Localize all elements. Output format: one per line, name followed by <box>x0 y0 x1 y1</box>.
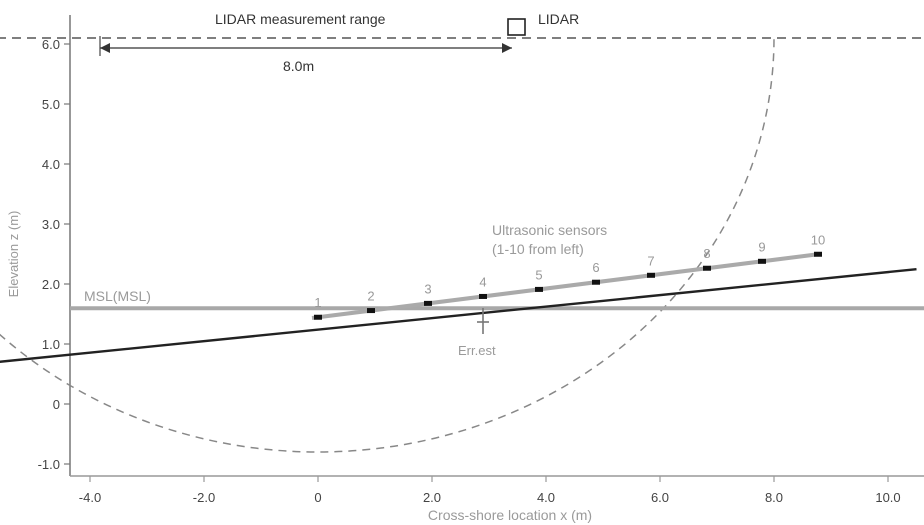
y-tick-label: 2.0 <box>42 277 60 292</box>
y-tick-label: 5.0 <box>42 97 60 112</box>
error-label: Err.est <box>458 343 496 358</box>
beach-profile-line <box>0 268 917 363</box>
sensor-marker <box>314 314 322 320</box>
x-tick-label: 0 <box>314 490 321 505</box>
sensor-label: 7 <box>647 253 654 268</box>
geometry <box>0 18 924 453</box>
x-tick-label: 4.0 <box>537 490 555 505</box>
sensor-marker <box>647 272 655 278</box>
ultrasonic-label-line2: (1-10 from left) <box>492 241 584 257</box>
sensor-marker <box>367 308 375 314</box>
sensor-marker <box>814 251 822 257</box>
axes: -1.0 0 1.0 2.0 3.0 4.0 5.0 6.0 -4.0 -2.0 0 2.0 4.0 6.… <box>38 15 924 505</box>
sensor-label: 10 <box>811 232 825 247</box>
sensor-label: 5 <box>535 267 542 282</box>
arrow-head-left <box>100 43 110 53</box>
y-tick-label: 6.0 <box>42 37 60 52</box>
lidar-range-label: LIDAR measurement range <box>215 11 386 27</box>
x-tick-label: 2.0 <box>423 490 441 505</box>
lidar-label: LIDAR <box>538 11 579 27</box>
msl-label: MSL(MSL) <box>84 288 151 304</box>
sensor-label: 9 <box>758 239 765 254</box>
x-tick-label: 8.0 <box>765 490 783 505</box>
sensor-label: 6 <box>592 260 599 275</box>
y-tick-label: -1.0 <box>38 457 60 472</box>
x-tick-label: 10.0 <box>875 490 900 505</box>
lidar-range-arc <box>0 37 775 453</box>
y-tick-label: 3.0 <box>42 217 60 232</box>
y-tick-label: 1.0 <box>42 337 60 352</box>
y-axis-label: Elevation z (m) <box>6 211 21 298</box>
sensor-label: 4 <box>479 274 486 289</box>
sensor-marker <box>424 300 432 306</box>
range-distance-label: 8.0m <box>283 58 314 74</box>
sensor-marker <box>703 265 711 271</box>
lidar-box <box>507 18 526 36</box>
sensor-label: 1 <box>314 295 321 310</box>
sensor-marker <box>592 279 600 285</box>
x-tick-label: -2.0 <box>193 490 215 505</box>
x-axis-label: Cross-shore location x (m) <box>428 507 592 523</box>
ultrasonic-line <box>311 252 821 320</box>
sensor-label: 8 <box>703 246 710 261</box>
y-tick-label: 0 <box>53 397 60 412</box>
sensor-marker <box>535 286 543 292</box>
arrow-head-right <box>502 43 512 53</box>
x-tick-label: 6.0 <box>651 490 669 505</box>
y-tick-label: 4.0 <box>42 157 60 172</box>
sensor-label: 3 <box>424 281 431 296</box>
ultrasonic-label-line1: Ultrasonic sensors <box>492 222 607 238</box>
sensor-marker <box>758 258 766 264</box>
x-tick-label: -4.0 <box>79 490 101 505</box>
sensor-layer: 1 2 3 4 5 6 7 8 9 10 <box>314 232 825 334</box>
sensor-marker <box>479 293 487 299</box>
sensor-label: 2 <box>367 289 374 304</box>
